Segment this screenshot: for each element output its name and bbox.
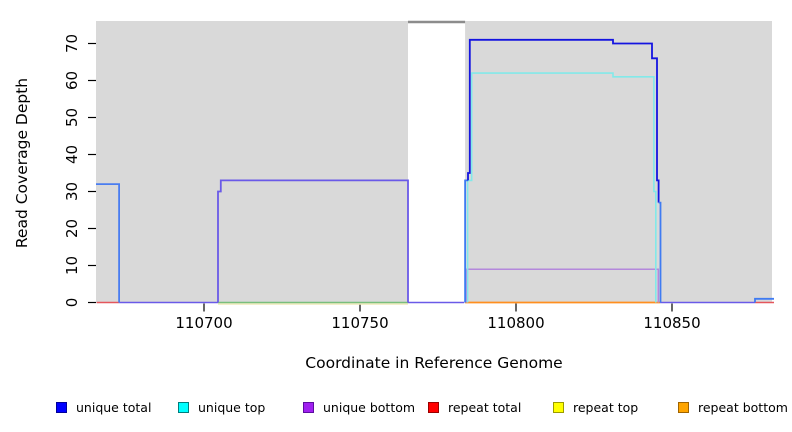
legend-item-repeat-bottom: repeat bottom xyxy=(678,397,788,417)
y-tick-label: 10 xyxy=(63,256,81,275)
legend-swatch-repeat-top xyxy=(553,401,564,413)
legend-item-repeat-top: repeat top xyxy=(553,397,638,417)
legend: unique total unique top unique bottom repea… xyxy=(0,397,792,419)
legend-item-unique-top: unique top xyxy=(178,397,265,417)
legend-label-repeat-bottom: repeat bottom xyxy=(698,399,788,415)
series-segment-left-plateau-blue xyxy=(96,183,120,303)
y-tick-label: 70 xyxy=(63,34,81,53)
legend-swatch-unique-top xyxy=(178,401,189,413)
series-segment-far-right-step xyxy=(754,297,774,303)
legend-label-unique-total: unique total xyxy=(76,399,152,415)
legend-item-unique-total: unique total xyxy=(56,397,151,417)
legend-swatch-repeat-bottom xyxy=(678,401,689,413)
legend-swatch-repeat-total xyxy=(428,401,439,413)
legend-label-repeat-top: repeat top xyxy=(573,399,639,415)
legend-item-unique-bottom: unique bottom xyxy=(303,397,415,417)
series-segment-right-purple-rect xyxy=(465,268,660,303)
series-segment-right-cyan-line xyxy=(466,72,657,303)
y-tick-label: 30 xyxy=(63,182,81,201)
y-tick-label: 60 xyxy=(63,71,81,90)
y-tick-label: 0 xyxy=(63,298,81,308)
y-tick-label: 40 xyxy=(63,145,81,164)
legend-swatch-unique-bottom xyxy=(303,401,314,413)
series-segment-right-lightblue-fall xyxy=(658,201,662,303)
y-tick-label: 20 xyxy=(63,219,81,238)
legend-item-repeat-total: repeat total xyxy=(428,397,521,417)
x-tick-label: 110750 xyxy=(331,314,388,332)
x-tick-label: 110700 xyxy=(175,314,232,332)
series-segment-right-lightblue-rise xyxy=(464,179,468,303)
x-tick-label: 110850 xyxy=(643,314,700,332)
alignment-gap-band xyxy=(408,21,466,303)
x-tick-label: 110800 xyxy=(487,314,544,332)
y-tick-label: 50 xyxy=(63,108,81,127)
legend-label-unique-bottom: unique bottom xyxy=(323,399,416,415)
legend-swatch-unique-total xyxy=(56,401,67,413)
series-segment-mid-plateau-violet xyxy=(217,179,409,303)
x-axis-title: Coordinate in Reference Genome xyxy=(305,354,563,372)
legend-label-unique-top: unique top xyxy=(198,399,266,415)
y-axis-title: Read Coverage Depth xyxy=(13,77,31,249)
legend-label-repeat-total: repeat total xyxy=(448,399,522,415)
series-segment-right-darkblue-top xyxy=(467,38,660,203)
